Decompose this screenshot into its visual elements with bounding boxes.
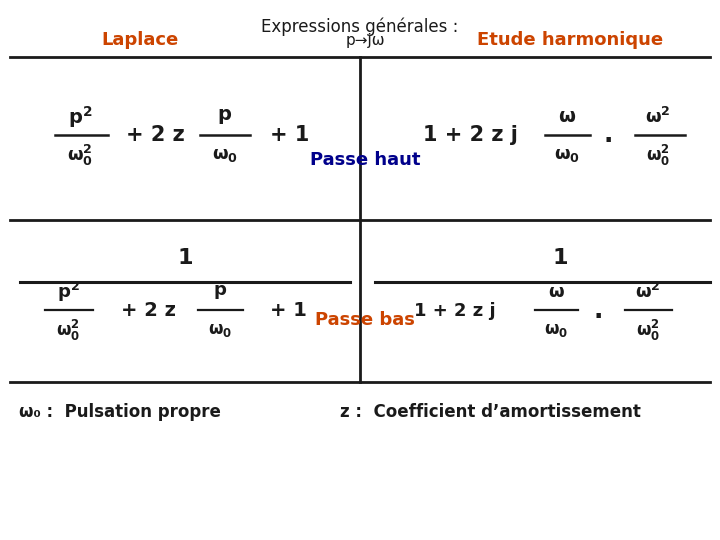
- Text: Passe haut: Passe haut: [310, 151, 420, 169]
- Text: p→jω: p→jω: [346, 32, 384, 48]
- Text: 1 + 2 z j: 1 + 2 z j: [414, 302, 496, 320]
- Text: $\mathbf{p^2}$: $\mathbf{p^2}$: [68, 104, 92, 130]
- Text: $\mathbf{p}$: $\mathbf{p}$: [213, 283, 227, 301]
- Text: $\mathbf{\omega}$: $\mathbf{\omega}$: [558, 107, 576, 126]
- Text: 1: 1: [552, 248, 568, 268]
- Text: $\mathbf{\omega^2}$: $\mathbf{\omega^2}$: [645, 107, 671, 127]
- Text: + 1: + 1: [269, 301, 307, 321]
- Text: ω₀ :  Pulsation propre: ω₀ : Pulsation propre: [19, 403, 221, 421]
- Text: $\mathbf{\omega_0^2}$: $\mathbf{\omega_0^2}$: [67, 143, 93, 167]
- Text: 1 + 2 z j: 1 + 2 z j: [423, 125, 518, 145]
- Text: + 2 z: + 2 z: [125, 125, 184, 145]
- Text: $\mathbf{\omega_0}$: $\mathbf{\omega_0}$: [208, 321, 232, 339]
- Text: 1: 1: [177, 248, 193, 268]
- Text: $\mathbf{\omega_0}$: $\mathbf{\omega_0}$: [212, 146, 238, 164]
- Text: $\mathbf{p^2}$: $\mathbf{p^2}$: [57, 280, 79, 304]
- Text: Expressions générales :: Expressions générales :: [261, 18, 459, 37]
- Text: z :  Coefficient d’amortissement: z : Coefficient d’amortissement: [340, 403, 640, 421]
- Text: $\mathbf{\omega_0^2}$: $\mathbf{\omega_0^2}$: [646, 143, 670, 167]
- Text: $\mathbf{\omega_0^2}$: $\mathbf{\omega_0^2}$: [636, 318, 660, 342]
- Text: $\mathbf{\omega_0^2}$: $\mathbf{\omega_0^2}$: [56, 318, 80, 342]
- Text: $\mathbf{\omega_0}$: $\mathbf{\omega_0}$: [554, 146, 580, 164]
- Text: Etude harmonique: Etude harmonique: [477, 31, 663, 49]
- Text: .: .: [593, 299, 603, 323]
- Text: + 2 z: + 2 z: [120, 301, 176, 321]
- Text: $\mathbf{p}$: $\mathbf{p}$: [217, 107, 233, 126]
- Text: $\mathbf{\omega}$: $\mathbf{\omega}$: [548, 283, 564, 301]
- Text: $\mathbf{\omega_0}$: $\mathbf{\omega_0}$: [544, 321, 568, 339]
- Text: $\mathbf{\omega^2}$: $\mathbf{\omega^2}$: [635, 282, 661, 302]
- Text: Passe bas: Passe bas: [315, 311, 415, 329]
- Text: + 1: + 1: [270, 125, 310, 145]
- Text: .: .: [603, 123, 613, 147]
- Text: Laplace: Laplace: [102, 31, 179, 49]
